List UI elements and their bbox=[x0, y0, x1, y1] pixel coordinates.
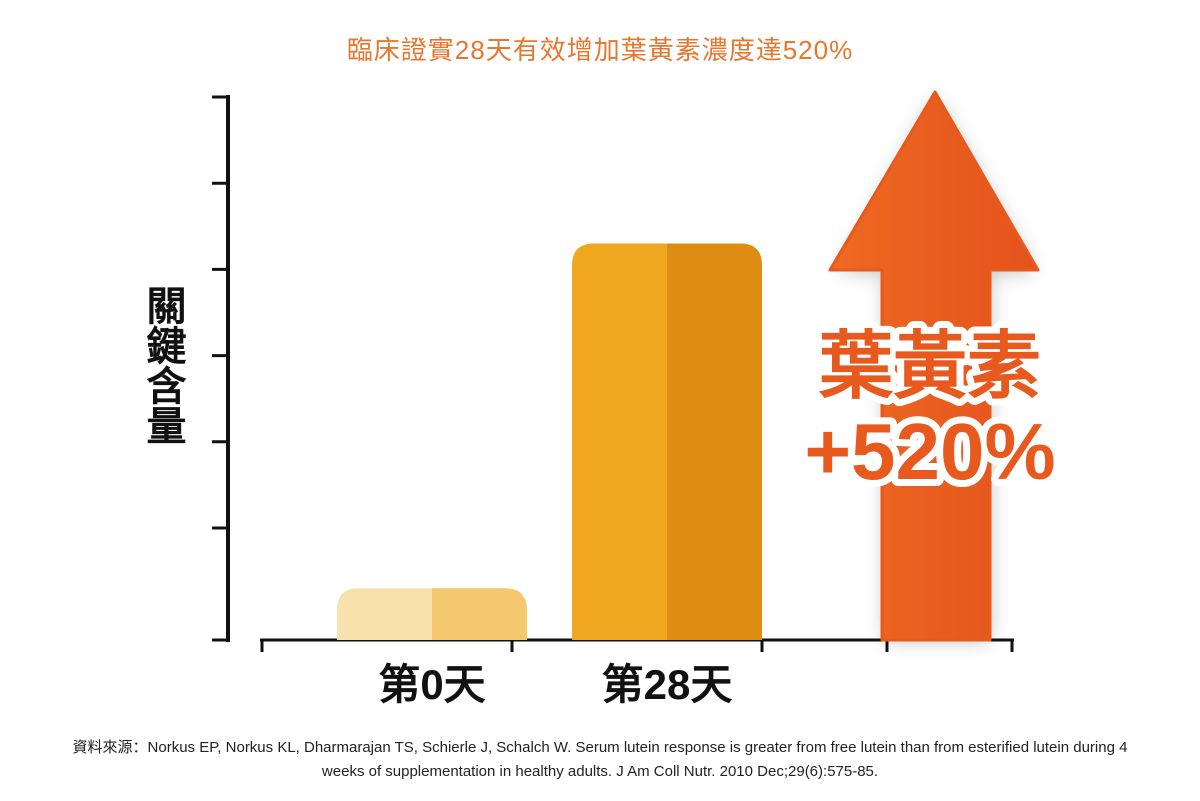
x-axis-separators bbox=[260, 640, 1014, 652]
annotation: 葉黃素 bbox=[818, 325, 1041, 408]
x-tick-label: 第28天 bbox=[602, 661, 733, 708]
chart: 臨床證實28天有效增加葉黃素濃度達520% 關鍵含量 葉黃素 +520% 第0天… bbox=[140, 34, 1056, 709]
bar-shade bbox=[432, 588, 527, 640]
x-tick-label: 第0天 bbox=[378, 661, 485, 708]
chart-title: 臨床證實28天有效增加葉黃素濃度達520% bbox=[347, 35, 853, 65]
annotation: +520% bbox=[804, 407, 1055, 496]
bar-shade bbox=[667, 243, 762, 640]
y-axis-label: 關鍵含量 bbox=[140, 285, 186, 445]
source-note: 資料來源：Norkus EP, Norkus KL, Dharmarajan T… bbox=[72, 739, 1128, 780]
arrow bbox=[828, 90, 1040, 642]
